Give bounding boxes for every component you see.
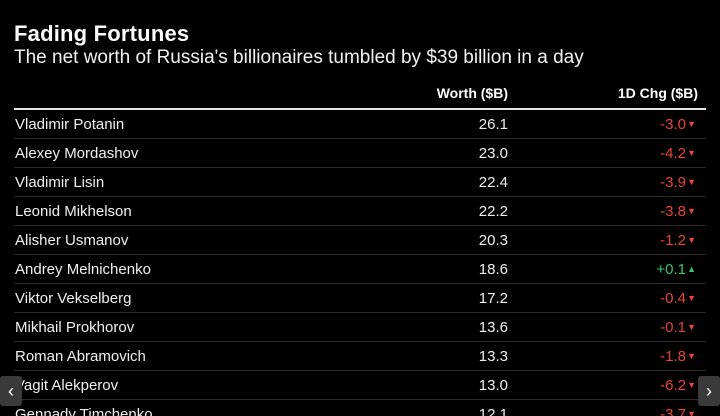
- worth-value: 22.4: [478, 174, 508, 191]
- table-row: Gennady Timchenko 12.1 -3.7 ▼: [0, 400, 720, 416]
- triangle-down-icon: ▼: [687, 322, 696, 332]
- change-value: -0.1: [660, 319, 686, 336]
- row-divider: [14, 399, 706, 400]
- billionaire-name: Andrey Melnichenko: [15, 261, 151, 278]
- billionaire-name: Gennady Timchenko: [15, 406, 153, 416]
- table-row: Vladimir Lisin 22.4 -3.9 ▼: [0, 168, 720, 197]
- triangle-down-icon: ▼: [687, 351, 696, 361]
- billionaire-name: Alexey Mordashov: [15, 145, 139, 162]
- table-row: Viktor Vekselberg 17.2 -0.4 ▼: [0, 284, 720, 313]
- worth-value: 22.2: [478, 203, 508, 220]
- worth-value: 13.3: [478, 348, 508, 365]
- table-row: Roman Abramovich 13.3 -1.8 ▼: [0, 342, 720, 371]
- triangle-up-icon: ▲: [687, 264, 696, 274]
- change-value: +0.1: [656, 261, 686, 278]
- billionaire-name: Viktor Vekselberg: [15, 290, 132, 307]
- triangle-down-icon: ▼: [687, 206, 696, 216]
- row-divider: [14, 283, 706, 284]
- chart-subtitle: The net worth of Russia's billionaires t…: [14, 47, 584, 68]
- table-row: Mikhail Prokhorov 13.6 -0.1 ▼: [0, 313, 720, 342]
- billionaire-name: Vladimir Lisin: [15, 174, 105, 191]
- change-value: -3.9: [660, 174, 686, 191]
- triangle-down-icon: ▼: [687, 409, 696, 416]
- row-divider: [14, 196, 706, 197]
- billionaire-name: Leonid Mikhelson: [15, 203, 132, 220]
- row-divider: [14, 312, 706, 313]
- change-value: -3.0: [660, 116, 686, 133]
- change-value: -3.8: [660, 203, 686, 220]
- column-header-worth: Worth ($B): [436, 85, 508, 101]
- worth-value: 13.0: [478, 377, 508, 394]
- change-value: -1.8: [660, 348, 686, 365]
- change-value: -3.7: [660, 406, 686, 416]
- change-value: -4.2: [660, 145, 686, 162]
- table-row: Vladimir Potanin 26.1 -3.0 ▼: [0, 110, 720, 139]
- worth-value: 13.6: [478, 319, 508, 336]
- row-divider: [14, 225, 706, 226]
- chevron-left-icon[interactable]: ‹: [0, 376, 22, 406]
- table-row: Leonid Mikhelson 22.2 -3.8 ▼: [0, 197, 720, 226]
- worth-value: 18.6: [478, 261, 508, 278]
- worth-value: 26.1: [478, 116, 508, 133]
- chevron-right-icon[interactable]: ›: [698, 376, 720, 406]
- change-value: -6.2: [660, 377, 686, 394]
- row-divider: [14, 341, 706, 342]
- worth-value: 17.2: [478, 290, 508, 307]
- triangle-down-icon: ▼: [687, 380, 696, 390]
- table-row: Andrey Melnichenko 18.6 +0.1 ▲: [0, 255, 720, 284]
- row-divider: [14, 254, 706, 255]
- header-rule: [14, 108, 706, 110]
- triangle-down-icon: ▼: [687, 148, 696, 158]
- row-divider: [14, 138, 706, 139]
- change-value: -1.2: [660, 232, 686, 249]
- table-row: Alisher Usmanov 20.3 -1.2 ▼: [0, 226, 720, 255]
- billionaire-name: Alisher Usmanov: [15, 232, 129, 249]
- billionaire-name: Mikhail Prokhorov: [15, 319, 135, 336]
- triangle-down-icon: ▼: [687, 293, 696, 303]
- triangle-down-icon: ▼: [687, 119, 696, 129]
- billionaire-name: Vladimir Potanin: [15, 116, 125, 133]
- triangle-down-icon: ▼: [687, 235, 696, 245]
- billionaire-name: Roman Abramovich: [15, 348, 146, 365]
- row-divider: [14, 167, 706, 168]
- worth-value: 23.0: [478, 145, 508, 162]
- worth-value: 12.1: [478, 406, 508, 416]
- change-value: -0.4: [660, 290, 686, 307]
- triangle-down-icon: ▼: [687, 177, 696, 187]
- table-row: Vagit Alekperov 13.0 -6.2 ▼: [0, 371, 720, 400]
- table-row: Alexey Mordashov 23.0 -4.2 ▼: [0, 139, 720, 168]
- table-body: Vladimir Potanin 26.1 -3.0 ▼ Alexey Mordasho…: [0, 110, 720, 416]
- billionaire-name: Vagit Alekperov: [15, 377, 119, 394]
- column-header-change: 1D Chg ($B): [617, 85, 698, 101]
- chart-title: Fading Fortunes: [14, 21, 190, 46]
- row-divider: [14, 370, 706, 371]
- worth-value: 20.3: [478, 232, 508, 249]
